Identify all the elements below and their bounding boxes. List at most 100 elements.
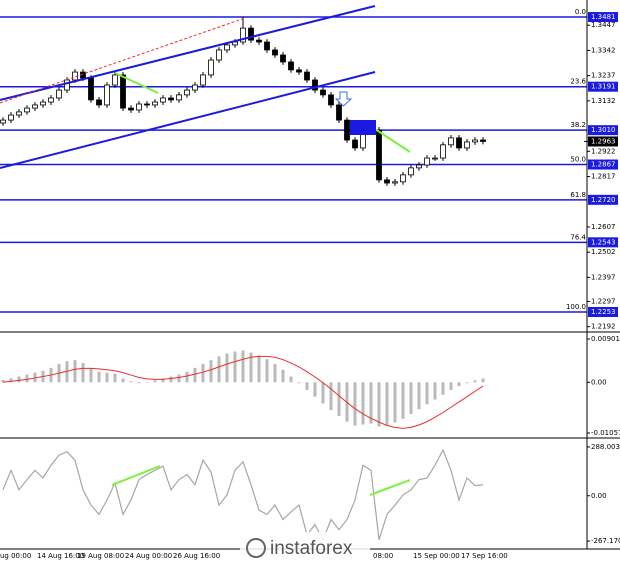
macd-bar xyxy=(441,382,445,395)
watermark: instaforex xyxy=(240,532,370,563)
y-tick-label: 1.2607 xyxy=(591,223,616,231)
candle-body xyxy=(408,167,414,176)
fib-ratio: 0.0 xyxy=(575,8,586,16)
macd-bar xyxy=(73,360,77,383)
price-label: 1.2867 xyxy=(591,161,616,169)
candle-body xyxy=(160,97,166,103)
y-tick-label: -0.01057 xyxy=(591,429,620,437)
candle-body xyxy=(248,27,254,41)
macd-bar xyxy=(113,373,117,383)
macd-bar xyxy=(449,382,453,390)
candle-body xyxy=(440,144,446,159)
candle-body xyxy=(104,84,110,106)
candle-body xyxy=(288,61,294,71)
y-tick-label: -267.170 xyxy=(591,537,620,545)
signal-line xyxy=(2,355,484,429)
candle-body xyxy=(56,89,62,99)
candle-body xyxy=(200,74,206,86)
y-tick-label: 1.2922 xyxy=(591,147,616,155)
fib-ratio: 76.4 xyxy=(570,233,586,241)
watermark-icon xyxy=(246,538,266,558)
candle-body xyxy=(16,111,22,116)
macd-bar xyxy=(185,371,189,383)
y-tick-label: 1.2502 xyxy=(591,248,616,256)
macd-bar xyxy=(481,378,485,383)
candle-body xyxy=(352,139,358,149)
candle-body xyxy=(456,137,462,149)
x-tick-label: 17 Sep 16:00 xyxy=(461,552,508,560)
macd-bar xyxy=(473,380,477,383)
candle-body xyxy=(144,103,150,106)
macd-bar xyxy=(241,350,245,383)
candle-body xyxy=(448,137,454,146)
macd-bar xyxy=(313,382,317,397)
y-tick-label: 1.3237 xyxy=(591,72,616,80)
y-tick-label: 1.2297 xyxy=(591,297,616,305)
y-tick-label: 1.3132 xyxy=(591,97,616,105)
macd-bar xyxy=(25,374,29,383)
macd-bar xyxy=(353,382,357,426)
candle-body xyxy=(320,89,326,96)
macd-bar xyxy=(121,378,125,383)
x-tick-label: 08:00 xyxy=(373,552,393,560)
price-label: 1.3010 xyxy=(591,126,616,134)
macd-bar xyxy=(145,382,149,383)
macd-bar xyxy=(425,382,429,405)
candle-body xyxy=(328,94,334,106)
candle-body xyxy=(216,49,222,61)
candle-body xyxy=(424,157,430,166)
macd-bar xyxy=(385,382,389,426)
price-box xyxy=(588,194,618,205)
fib-ratio: 61.8 xyxy=(570,191,586,199)
divergence-line xyxy=(114,72,159,94)
price-label: 1.2720 xyxy=(591,196,616,204)
macd-bar xyxy=(153,380,157,383)
candle-body xyxy=(208,59,214,76)
channel-upper xyxy=(0,5,376,101)
candle-body xyxy=(336,104,342,121)
candle-body xyxy=(224,44,230,51)
macd-bar xyxy=(129,381,133,383)
macd-bar xyxy=(377,382,381,427)
macd-bar xyxy=(217,356,221,383)
candle-body xyxy=(376,129,382,181)
candle-body xyxy=(32,104,38,109)
candle-body xyxy=(112,74,118,86)
candle-body xyxy=(176,94,182,101)
fib-ratio: 23.6 xyxy=(570,78,586,86)
macd-bar xyxy=(177,374,181,383)
macd-bar xyxy=(281,369,285,383)
macd-bar xyxy=(393,382,397,423)
macd-bar xyxy=(401,382,405,419)
macd-bar xyxy=(137,382,141,384)
macd-bar xyxy=(433,382,437,400)
candle-body xyxy=(8,114,14,121)
candle-body xyxy=(96,99,102,106)
candle-body xyxy=(264,41,270,51)
price-box xyxy=(588,12,618,23)
fib-ratio: 50.0 xyxy=(570,156,586,164)
macd-bar xyxy=(193,367,197,383)
candle-body xyxy=(192,84,198,91)
macd-bar xyxy=(81,363,85,383)
fib-ratio: 38.2 xyxy=(570,121,586,129)
cci-line xyxy=(2,448,484,542)
candle-body xyxy=(304,71,310,81)
candle-body xyxy=(296,69,302,73)
zone-box xyxy=(350,120,376,135)
macd-bar xyxy=(161,378,165,383)
price-box xyxy=(588,306,618,317)
candle-body xyxy=(184,89,190,96)
macd-bar xyxy=(233,351,237,383)
candle-body xyxy=(152,101,158,106)
y-tick-label: 0.00 xyxy=(591,378,607,386)
y-tick-label: 0.00 xyxy=(591,492,607,500)
channel-lower xyxy=(0,71,376,169)
candle-body xyxy=(480,139,486,142)
macd-bar xyxy=(249,352,253,383)
x-tick-label: 14 Aug 16:00 xyxy=(37,552,84,560)
macd-bar xyxy=(457,382,461,387)
x-tick-label: ug 00:00 xyxy=(0,552,31,560)
